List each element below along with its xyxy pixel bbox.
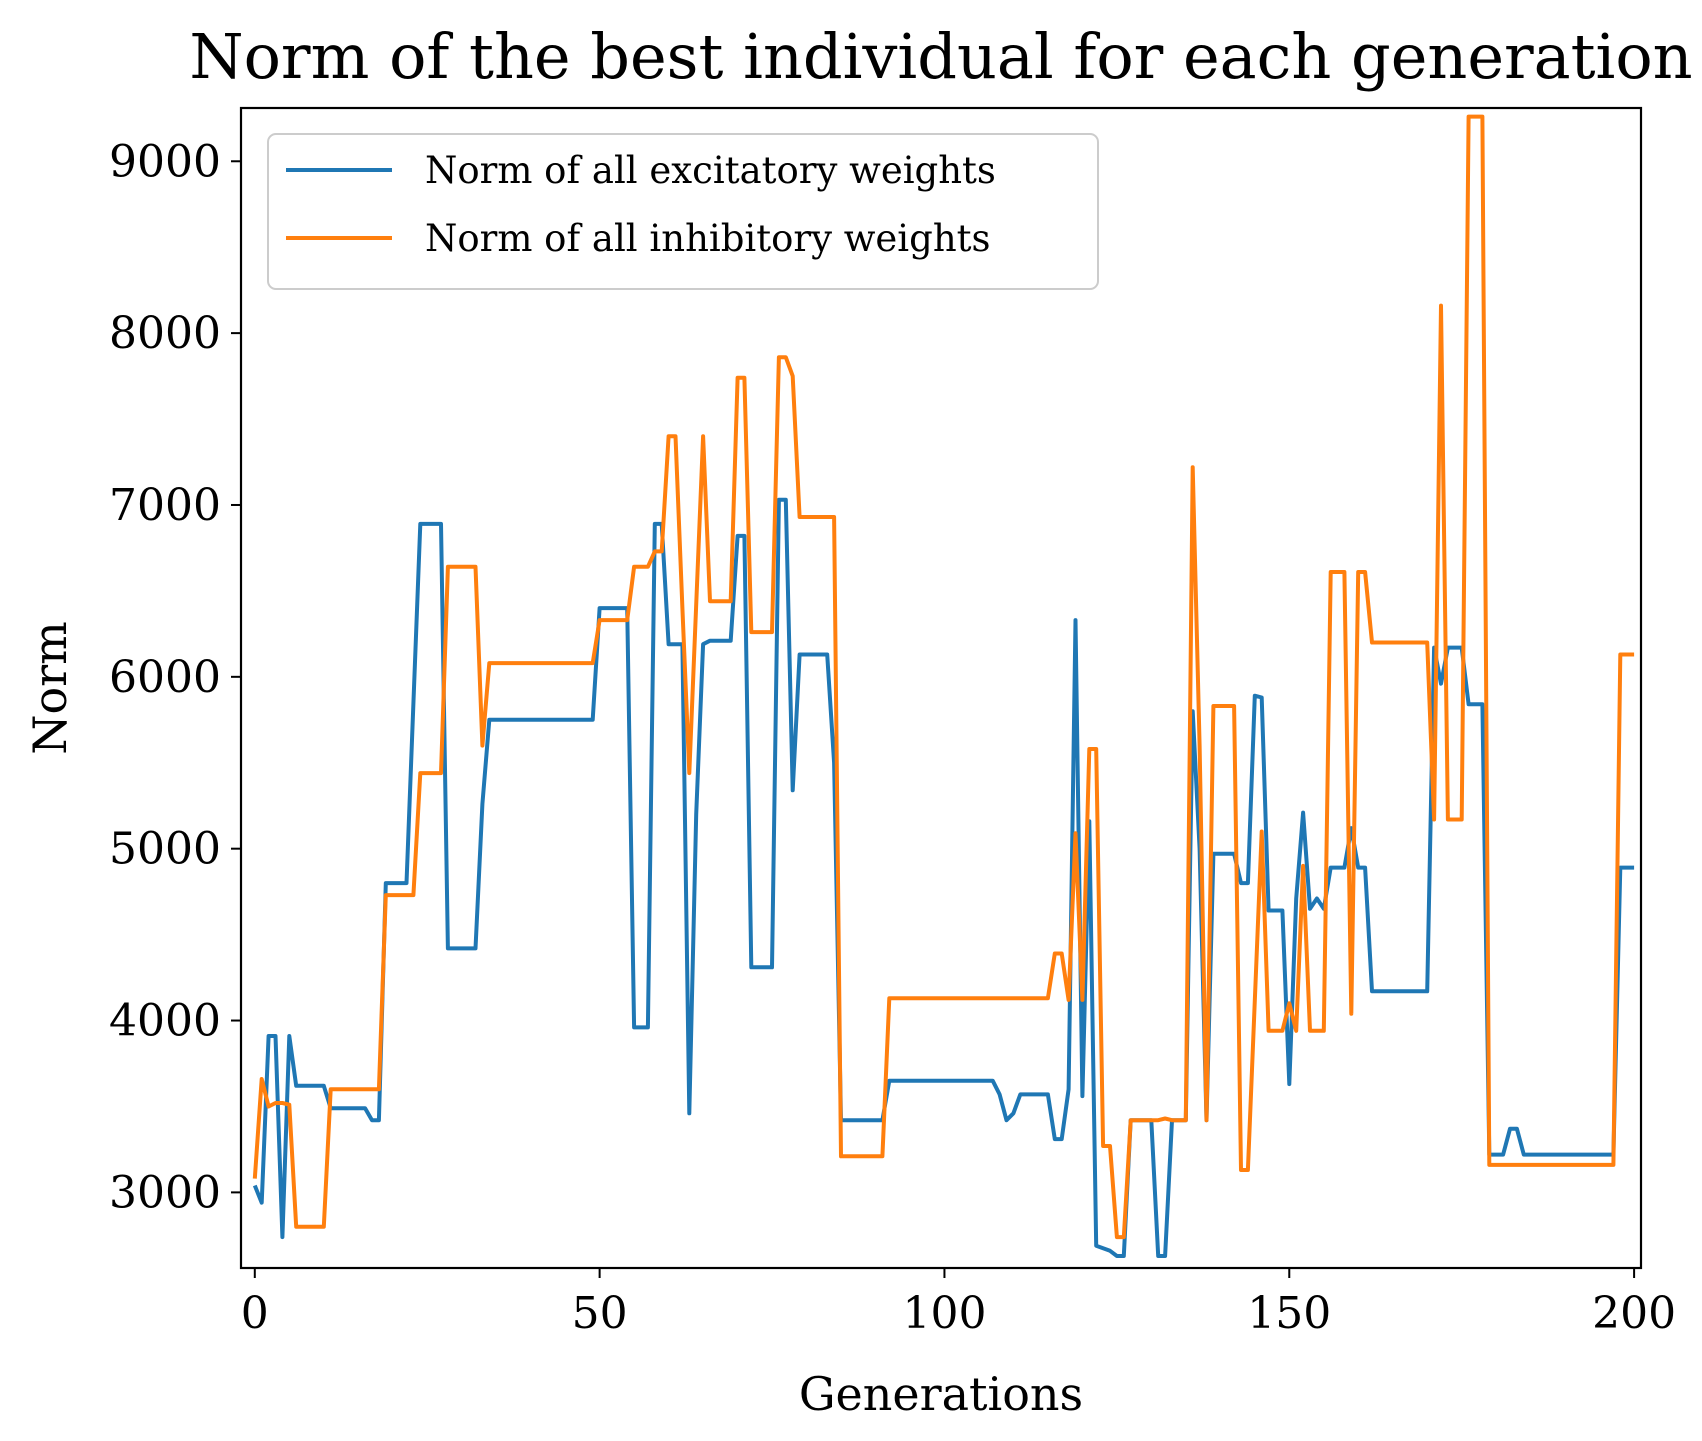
y-tick-label: 5000 [109,824,221,875]
y-tick-label: 3000 [109,1167,221,1218]
series-line-excitatory [252,497,1635,1258]
y-axis: 3000 4000 5000 6000 7000 8000 9000 [109,136,241,1218]
x-tick-label: 0 [241,1288,269,1339]
y-tick-label: 8000 [109,308,221,359]
y-tick-label: 6000 [109,652,221,703]
y-tick-label: 4000 [109,996,221,1047]
plot-frame [239,106,1643,1270]
x-tick-label: 100 [902,1288,986,1339]
series-line-inhibitory [252,114,1635,1240]
legend-label-inhibitory: Norm of all inhibitory weights [425,217,991,260]
legend-label-excitatory: Norm of all excitatory weights [425,149,996,192]
y-tick-label: 9000 [109,136,221,187]
y-tick-label: 7000 [109,480,221,531]
x-tick-label: 50 [572,1288,628,1339]
x-axis: 0 50 100 150 200 [241,1268,1676,1339]
series-layer [252,114,1635,1258]
x-tick-label: 200 [1592,1288,1676,1339]
chart-title: Norm of the best individual for each gen… [189,20,1692,93]
y-axis-label: Norm [23,621,77,755]
x-axis-label: Generations [799,1367,1083,1421]
legend-box [267,133,1099,290]
legend: Norm of all excitatory weights Norm of a… [267,133,1099,290]
x-tick-label: 150 [1247,1288,1331,1339]
